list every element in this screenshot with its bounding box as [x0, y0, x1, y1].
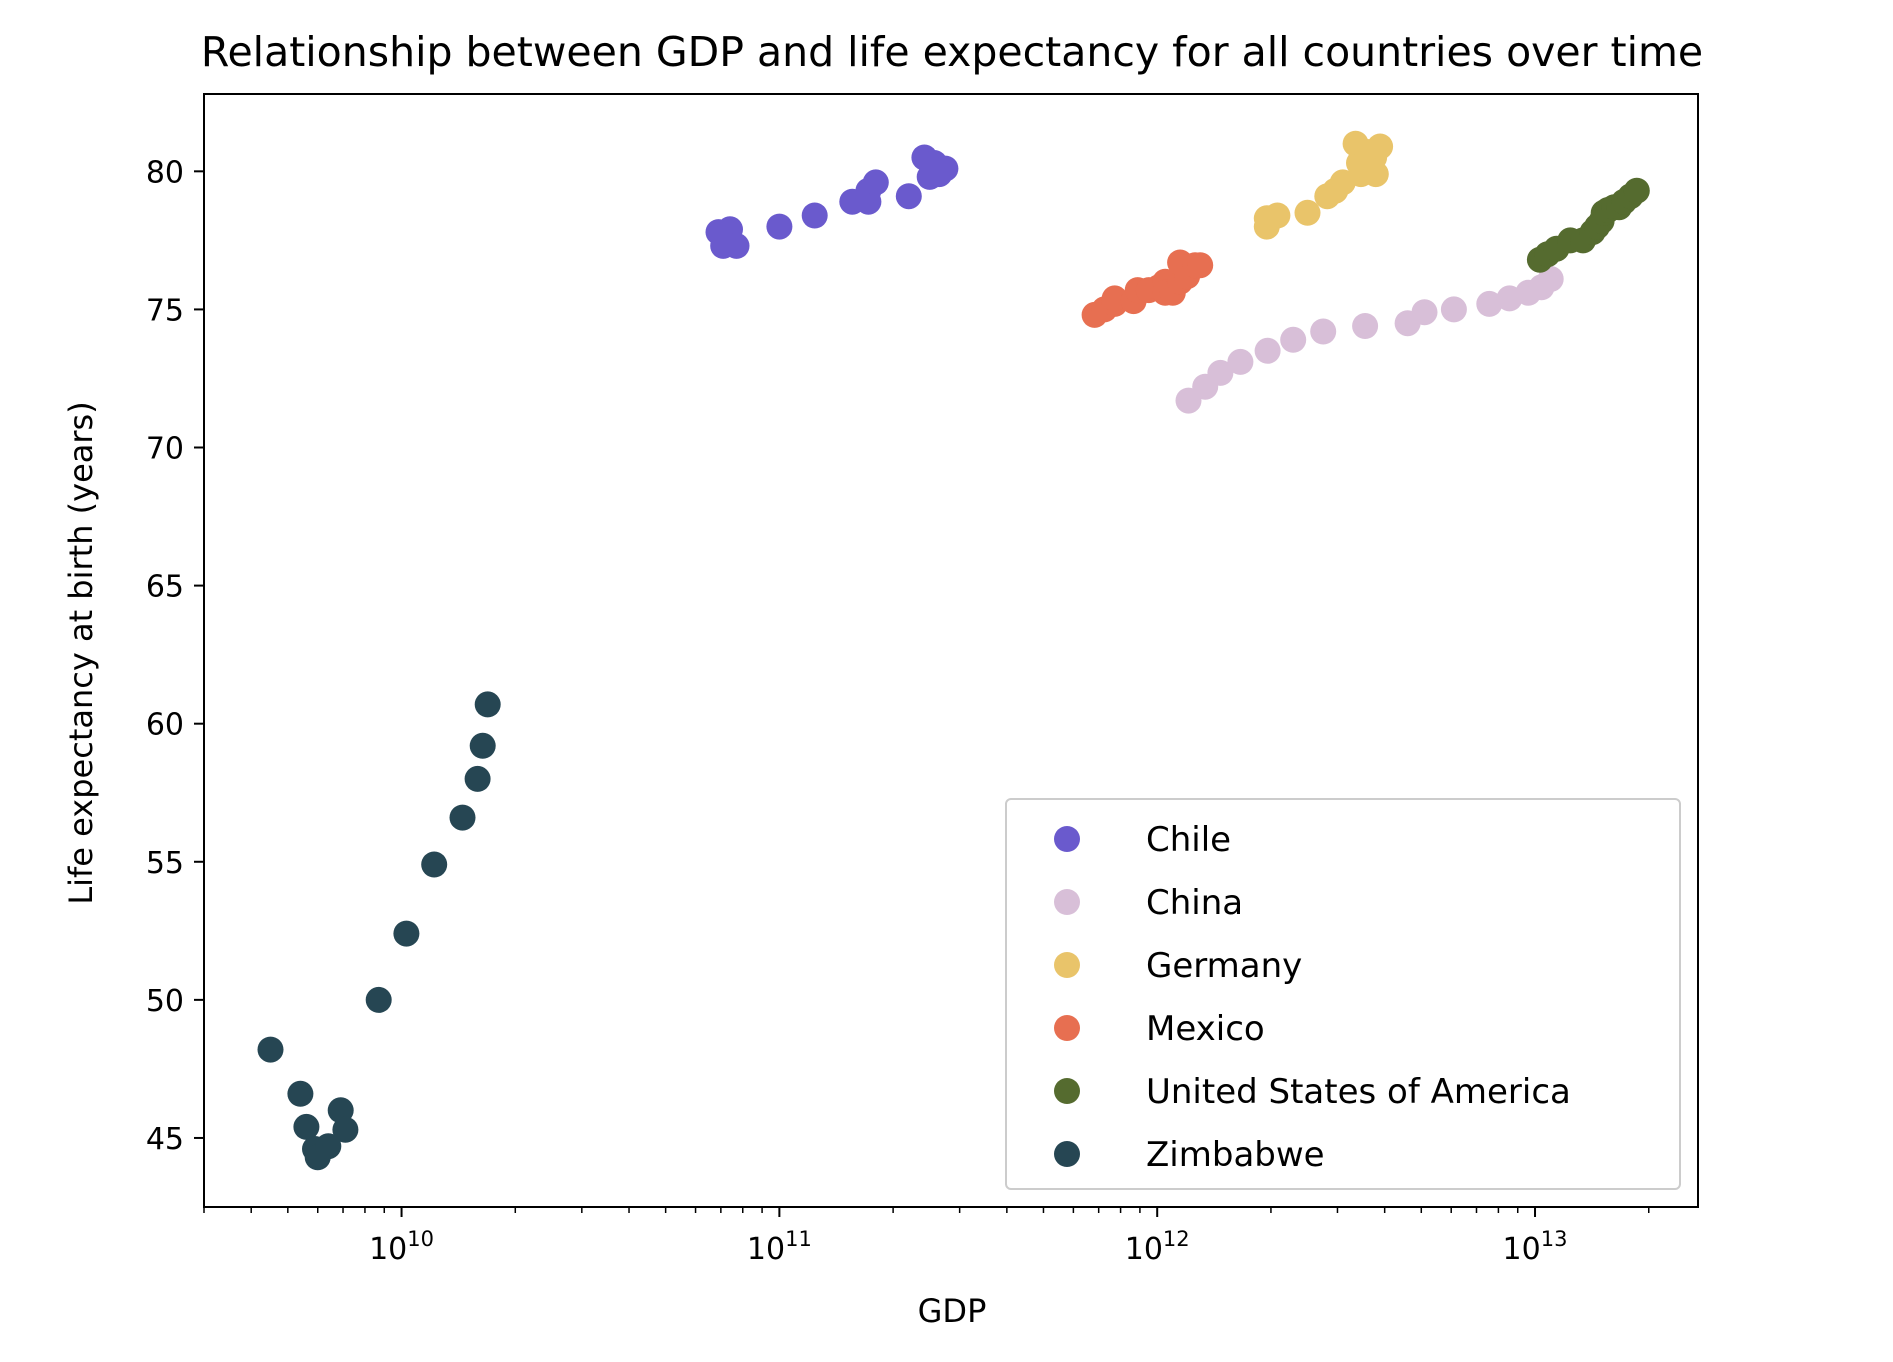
data-point [1207, 359, 1234, 386]
data-point [895, 183, 922, 210]
legend-frame [1005, 798, 1681, 1190]
x-tick-label: 1011 [747, 1227, 812, 1267]
x-tick-label: 1012 [1125, 1227, 1190, 1267]
legend-label: Zimbabwe [1146, 1135, 1325, 1175]
data-point [315, 1133, 342, 1160]
data-point [1367, 133, 1394, 160]
x-tick-label: 1010 [369, 1227, 434, 1267]
legend-label: Mexico [1146, 1009, 1265, 1049]
legend-label: Chile [1146, 820, 1231, 860]
data-point [723, 232, 750, 259]
chart-title: Relationship between GDP and life expect… [201, 28, 1703, 76]
data-point [469, 732, 496, 759]
data-point [332, 1116, 359, 1143]
data-point [449, 804, 476, 831]
y-tick-label: 60 [146, 708, 184, 743]
data-point [862, 169, 889, 196]
data-point [1294, 199, 1321, 226]
data-point [1623, 177, 1650, 204]
data-point [287, 1080, 314, 1107]
data-point [801, 202, 828, 229]
data-point [421, 851, 448, 878]
y-axis: 45 50 55 60 65 70 75 80 [146, 155, 204, 1157]
data-point [1362, 161, 1389, 188]
data-point [932, 155, 959, 182]
data-point [1187, 252, 1214, 279]
data-point [1264, 202, 1291, 229]
legend-marker [1054, 1078, 1080, 1104]
scatter-points [257, 130, 1650, 1171]
y-tick-label: 65 [146, 570, 184, 605]
legend-marker [1054, 1015, 1080, 1041]
legend-marker [1054, 1141, 1080, 1167]
data-point [464, 765, 491, 792]
data-point [1537, 266, 1564, 292]
legend-marker [1054, 826, 1080, 852]
y-tick-label: 55 [146, 846, 184, 881]
data-point [365, 986, 392, 1013]
data-point [1352, 313, 1379, 339]
data-point [1411, 299, 1438, 326]
data-point [327, 1097, 354, 1124]
legend-items: Chile China Germany Mexico United States of … [1054, 820, 1571, 1175]
y-tick-label: 50 [146, 984, 184, 1019]
legend-label: Germany [1146, 946, 1302, 986]
legend-marker [1054, 889, 1080, 915]
data-point [257, 1036, 284, 1063]
legend: Chile China Germany Mexico United States of … [1005, 798, 1681, 1190]
y-tick-label: 45 [146, 1122, 184, 1157]
data-point [1227, 348, 1254, 375]
y-tick-label: 75 [146, 293, 184, 328]
data-point [1254, 337, 1281, 364]
legend-marker [1054, 952, 1080, 978]
data-point [766, 213, 793, 240]
data-point [1476, 290, 1503, 317]
data-point [1310, 318, 1337, 345]
y-axis-title: Life expectancy at birth (years) [62, 401, 100, 904]
data-point [474, 691, 501, 718]
legend-label: United States of America [1146, 1072, 1571, 1112]
x-axis: 1010 1011 1012 1013 [203, 1207, 1650, 1267]
data-point [293, 1113, 320, 1140]
y-tick-label: 80 [146, 155, 184, 190]
x-tick-label: 1013 [1503, 1227, 1568, 1267]
data-point [1440, 296, 1467, 323]
x-axis-title: GDP [918, 1292, 987, 1330]
data-point [393, 920, 420, 947]
plot-area [203, 93, 1699, 1208]
data-point [1280, 326, 1307, 353]
y-tick-label: 70 [146, 432, 184, 467]
legend-label: China [1146, 883, 1243, 923]
